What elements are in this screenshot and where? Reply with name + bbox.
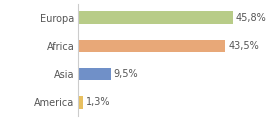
Bar bbox=[78, 96, 83, 109]
Text: 45,8%: 45,8% bbox=[236, 13, 267, 23]
Bar bbox=[78, 40, 225, 52]
Bar bbox=[78, 68, 111, 80]
Bar bbox=[78, 11, 233, 24]
Text: 9,5%: 9,5% bbox=[113, 69, 138, 79]
Text: 43,5%: 43,5% bbox=[228, 41, 259, 51]
Text: 1,3%: 1,3% bbox=[85, 97, 110, 107]
